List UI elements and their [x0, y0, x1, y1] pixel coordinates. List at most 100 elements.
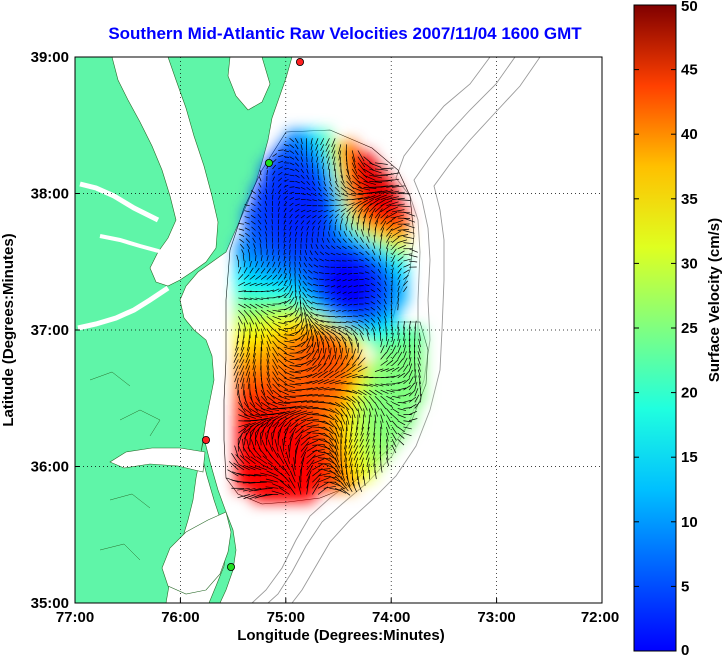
- velocity-vector: [391, 209, 405, 213]
- velocity-vector: [374, 368, 384, 372]
- velocity-vector: [300, 405, 313, 409]
- velocity-vector: [323, 408, 335, 413]
- velocity-vector: [324, 259, 330, 262]
- velocity-vector: [266, 365, 270, 377]
- velocity-vector: [242, 446, 251, 458]
- velocity-vector: [294, 296, 298, 305]
- velocity-vector: [380, 190, 394, 194]
- velocity-vector: [260, 383, 266, 396]
- y-tick-label: 36:00: [31, 459, 69, 476]
- velocity-vector: [260, 422, 269, 434]
- velocity-vector: [346, 168, 351, 180]
- colorbar-label: Surface Velocity (cm/s): [706, 218, 723, 382]
- velocity-vector: [352, 375, 364, 379]
- velocity-vector: [408, 357, 412, 366]
- velocity-vector: [323, 451, 335, 459]
- velocity-vector: [345, 457, 347, 469]
- colorbar-tick-label: 35: [681, 191, 698, 208]
- velocity-vector: [320, 150, 325, 157]
- velocity-vector: [277, 201, 281, 206]
- velocity-vector: [334, 475, 344, 485]
- velocity-vector: [346, 364, 356, 372]
- velocity-vector: [310, 306, 319, 311]
- velocity-cell: [378, 250, 391, 263]
- velocity-vector: [306, 400, 319, 403]
- velocity-vector: [386, 457, 390, 467]
- velocity-vector: [232, 471, 245, 477]
- velocity-vector: [238, 228, 245, 231]
- velocity-vector: [329, 408, 340, 415]
- velocity-vector: [277, 183, 282, 188]
- velocity-vector: [336, 245, 342, 250]
- velocity-vector: [347, 279, 353, 282]
- velocity-vector: [238, 423, 251, 428]
- x-tick-label: 77:00: [56, 609, 94, 626]
- velocity-vector: [294, 138, 299, 144]
- velocity-vector: [312, 335, 315, 348]
- velocity-vector: [403, 236, 414, 239]
- velocity-vector: [357, 402, 363, 412]
- velocity-vector: [238, 359, 245, 370]
- velocity-vector: [233, 353, 239, 363]
- velocity-vector: [289, 255, 291, 262]
- velocity-vector: [369, 174, 382, 179]
- velocity-vector: [323, 209, 329, 213]
- velocity-vector: [391, 382, 401, 385]
- velocity-vector: [325, 325, 336, 329]
- velocity-vector: [262, 455, 273, 465]
- velocity-vector: [323, 187, 328, 192]
- velocity-vector: [277, 189, 282, 194]
- velocity-vector: [357, 349, 363, 360]
- velocity-vector: [365, 328, 370, 335]
- velocity-vector: [353, 245, 359, 250]
- velocity-vector: [380, 167, 394, 170]
- velocity-vector: [359, 451, 364, 461]
- velocity-vector: [317, 481, 329, 489]
- velocity-vector: [266, 261, 270, 268]
- velocity-vector: [340, 433, 342, 444]
- velocity-vector: [377, 275, 381, 280]
- velocity-vector: [289, 377, 302, 380]
- velocity-vector: [306, 231, 309, 237]
- velocity-vector: [344, 451, 347, 462]
- velocity-vector: [266, 282, 274, 286]
- velocity-vector: [347, 273, 353, 275]
- velocity-vector: [377, 316, 381, 323]
- velocity-vector: [352, 187, 364, 193]
- velocity-vector: [368, 207, 376, 219]
- velocity-vector: [403, 364, 409, 372]
- velocity-vector: [303, 262, 307, 268]
- velocity-vector: [341, 316, 347, 318]
- velocity-vector: [306, 329, 310, 341]
- velocity-vector: [329, 445, 337, 456]
- velocity-vector: [238, 223, 245, 225]
- velocity-vector: [334, 408, 344, 417]
- velocity-vector: [386, 248, 389, 256]
- velocity-vector: [304, 249, 308, 256]
- velocity-vector: [391, 359, 399, 366]
- velocity-vector: [351, 174, 361, 185]
- velocity-vector: [251, 226, 256, 231]
- velocity-vector: [417, 357, 421, 366]
- velocity-cell: [362, 152, 375, 165]
- velocity-vector: [329, 420, 338, 430]
- velocity-vector: [243, 267, 248, 274]
- velocity-vector: [359, 445, 364, 454]
- velocity-vector: [283, 213, 287, 219]
- velocity-vector: [254, 473, 267, 477]
- velocity-vector: [266, 334, 272, 344]
- velocity-vector: [249, 408, 261, 416]
- velocity-vector: [295, 220, 299, 225]
- velocity-vector: [255, 414, 268, 417]
- velocity-vector: [358, 314, 364, 317]
- velocity-vector: [294, 313, 301, 323]
- velocity-cell: [294, 250, 307, 263]
- velocity-vector: [386, 395, 395, 401]
- velocity-vector: [272, 346, 279, 357]
- velocity-vector: [283, 219, 286, 225]
- velocity-vector: [397, 244, 406, 250]
- velocity-vector: [371, 249, 376, 256]
- velocity-vector: [243, 309, 251, 317]
- velocity-vector: [374, 194, 388, 200]
- velocity-vector: [282, 438, 285, 452]
